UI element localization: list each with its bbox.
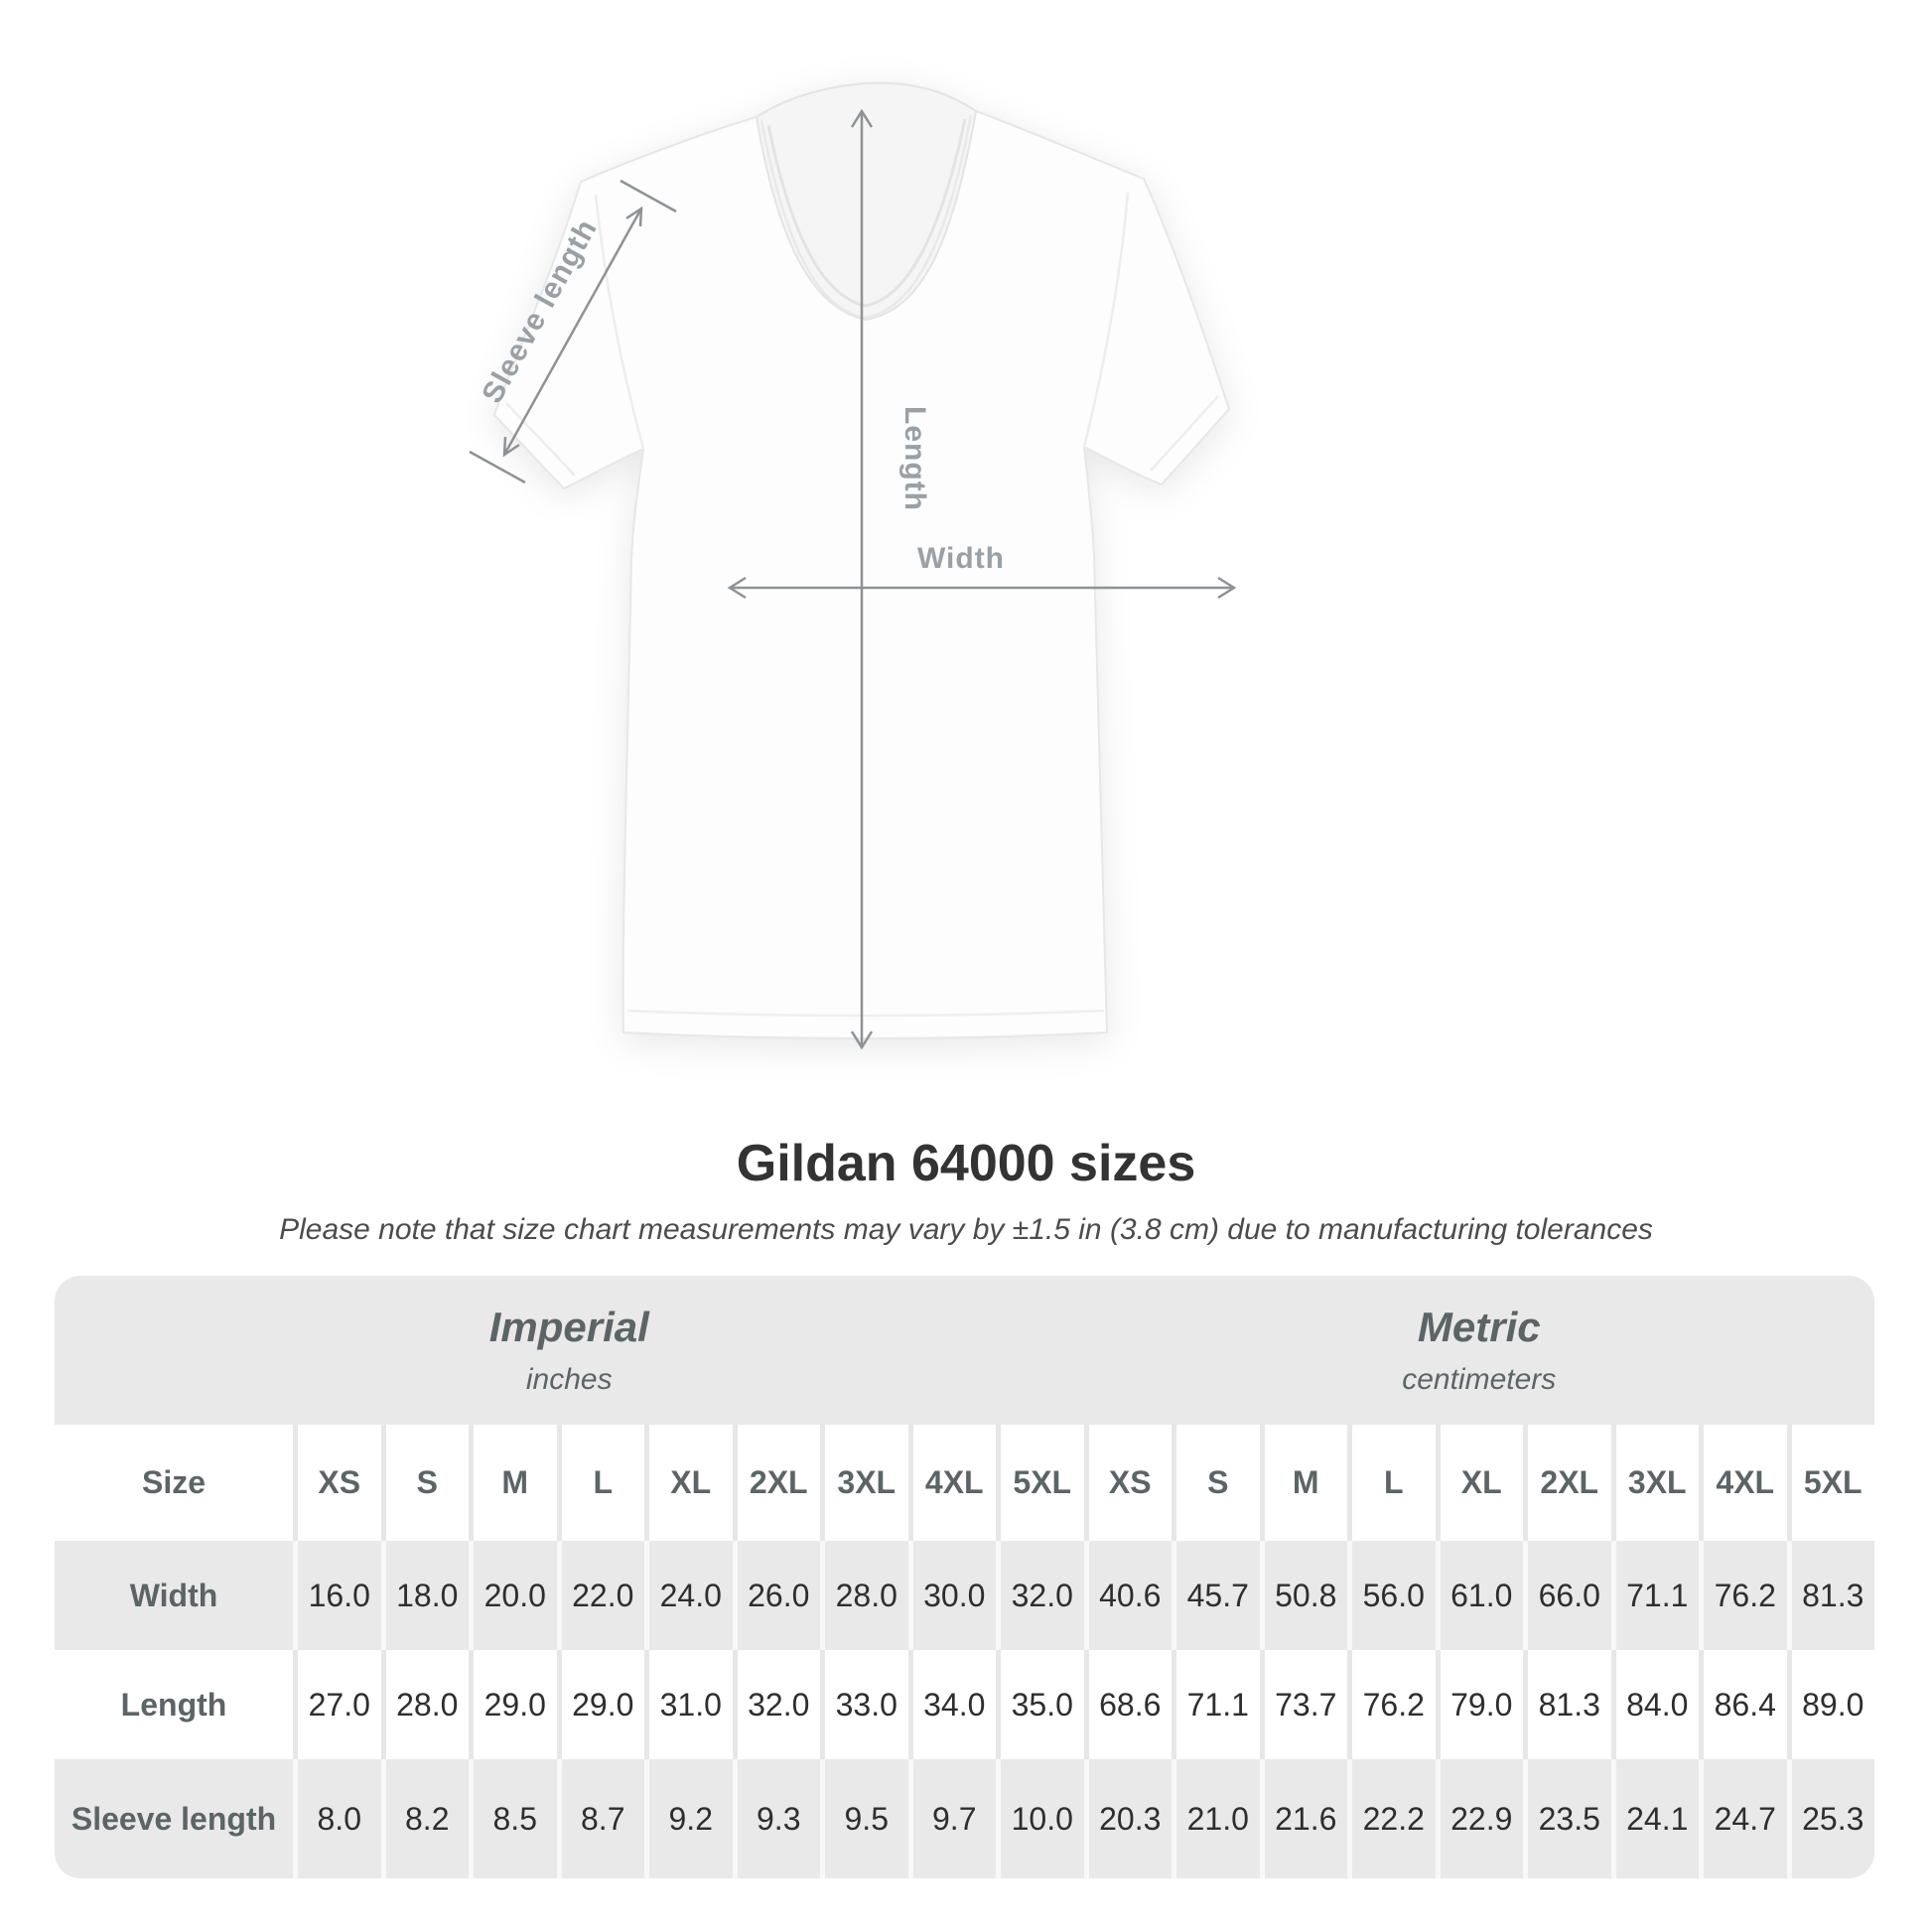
length-dimension: Length <box>850 108 931 1050</box>
value-cell-imperial-l: 8.7 <box>556 1759 645 1878</box>
value-cell-metric-xs: 40.6 <box>1083 1541 1173 1650</box>
value-cell-metric-4xl: 76.2 <box>1699 1541 1787 1650</box>
value-cell-imperial-4xl: 9.7 <box>907 1759 997 1878</box>
value-cell-imperial-4xl: 34.0 <box>907 1650 997 1759</box>
table-row-sleeve-length: Sleeve length 8.0 8.2 8.5 8.7 9.2 9.3 9.5 9.7 10.… <box>55 1759 1874 1878</box>
size-col-imperial-xs: XS <box>293 1425 381 1541</box>
size-col-imperial-2xl: 2XL <box>732 1425 821 1541</box>
value-cell-metric-l: 76.2 <box>1347 1650 1436 1759</box>
value-cell-imperial-xs: 16.0 <box>293 1541 381 1650</box>
value-cell-metric-xl: 79.0 <box>1435 1650 1524 1759</box>
imperial-sublabel: inches <box>525 1363 613 1396</box>
value-cell-metric-3xl: 71.1 <box>1610 1541 1700 1650</box>
size-col-metric-m: M <box>1259 1425 1348 1541</box>
unit-header-band: Imperial inches Metric centimeters <box>55 1276 1874 1425</box>
value-cell-metric-xs: 20.3 <box>1083 1759 1173 1878</box>
value-cell-metric-m: 50.8 <box>1259 1541 1348 1650</box>
metric-label: Metric <box>1417 1304 1541 1350</box>
size-col-imperial-s: S <box>380 1425 470 1541</box>
value-cell-imperial-2xl: 9.3 <box>732 1759 821 1878</box>
page-title: Gildan 64000 sizes <box>736 1135 1196 1192</box>
value-cell-imperial-xs: 27.0 <box>293 1650 381 1759</box>
size-col-imperial-m: M <box>469 1425 557 1541</box>
value-cell-imperial-3xl: 33.0 <box>820 1650 908 1759</box>
value-cell-imperial-xs: 8.0 <box>293 1759 381 1878</box>
value-cell-metric-2xl: 81.3 <box>1523 1650 1611 1759</box>
value-cell-imperial-4xl: 30.0 <box>907 1541 997 1650</box>
value-cell-imperial-l: 29.0 <box>556 1650 645 1759</box>
size-col-metric-4xl: 4XL <box>1699 1425 1787 1541</box>
value-cell-imperial-m: 8.5 <box>469 1759 557 1878</box>
value-cell-imperial-m: 20.0 <box>469 1541 557 1650</box>
value-cell-metric-4xl: 86.4 <box>1699 1650 1787 1759</box>
value-cell-metric-m: 73.7 <box>1259 1650 1348 1759</box>
value-cell-imperial-3xl: 28.0 <box>820 1541 908 1650</box>
value-cell-imperial-2xl: 26.0 <box>732 1541 821 1650</box>
imperial-section-header: Imperial inches <box>55 1276 1084 1425</box>
size-col-imperial-l: L <box>556 1425 645 1541</box>
size-header-row: Size XS S M L XL 2XL 3XL 4XL 5XL XS S M L XL 2XL 3XL 4XL… <box>55 1425 1874 1541</box>
value-cell-metric-3xl: 84.0 <box>1610 1650 1700 1759</box>
imperial-label: Imperial <box>488 1304 649 1350</box>
size-col-imperial-5xl: 5XL <box>996 1425 1084 1541</box>
size-col-metric-3xl: 3XL <box>1610 1425 1700 1541</box>
size-header-label: Size <box>141 1464 207 1500</box>
value-cell-metric-s: 45.7 <box>1172 1541 1260 1650</box>
size-chart-table: Imperial inches Metric centimeters Size … <box>55 1276 1874 1878</box>
value-cell-metric-2xl: 23.5 <box>1523 1759 1611 1878</box>
value-cell-metric-l: 22.2 <box>1347 1759 1436 1878</box>
size-col-imperial-xl: XL <box>644 1425 733 1541</box>
table-row-length: Length 27.0 28.0 29.0 29.0 31.0 32.0 33.0 34.0 35… <box>55 1650 1874 1759</box>
value-cell-metric-2xl: 66.0 <box>1523 1541 1611 1650</box>
value-cell-metric-5xl: 81.3 <box>1786 1541 1875 1650</box>
value-cell-metric-3xl: 24.1 <box>1610 1759 1700 1878</box>
value-cell-imperial-xl: 24.0 <box>644 1541 733 1650</box>
value-cell-imperial-xl: 31.0 <box>644 1650 733 1759</box>
row-label: Width <box>129 1577 218 1613</box>
value-cell-imperial-3xl: 9.5 <box>820 1759 908 1878</box>
width-dimension: Width <box>727 542 1237 600</box>
metric-section-header: Metric centimeters <box>1084 1276 1875 1425</box>
page-subtitle: Please note that size chart measurements… <box>279 1213 1653 1246</box>
value-cell-imperial-5xl: 32.0 <box>996 1541 1084 1650</box>
value-cell-metric-l: 56.0 <box>1347 1541 1436 1650</box>
tshirt-diagram: Length Width Sleeve length <box>469 81 1237 1050</box>
value-cell-metric-s: 71.1 <box>1172 1650 1260 1759</box>
value-cell-metric-s: 21.0 <box>1172 1759 1260 1878</box>
value-cell-metric-xs: 68.6 <box>1083 1650 1173 1759</box>
value-cell-metric-xl: 22.9 <box>1435 1759 1524 1878</box>
size-col-metric-2xl: 2XL <box>1523 1425 1611 1541</box>
value-cell-imperial-xl: 9.2 <box>644 1759 733 1878</box>
table-row-width: Width 16.0 18.0 20.0 22.0 24.0 26.0 28.0 30.0 32.… <box>55 1541 1874 1650</box>
value-cell-metric-m: 21.6 <box>1259 1759 1348 1878</box>
row-label: Sleeve length <box>70 1800 277 1837</box>
size-col-metric-l: L <box>1347 1425 1436 1541</box>
size-col-imperial-4xl: 4XL <box>907 1425 997 1541</box>
metric-sublabel: centimeters <box>1402 1363 1557 1396</box>
size-col-metric-xs: XS <box>1083 1425 1173 1541</box>
size-col-imperial-3xl: 3XL <box>820 1425 908 1541</box>
value-cell-imperial-s: 18.0 <box>380 1541 470 1650</box>
row-label: Length <box>120 1686 227 1723</box>
size-col-metric-5xl: 5XL <box>1786 1425 1875 1541</box>
value-cell-metric-xl: 61.0 <box>1435 1541 1524 1650</box>
value-cell-imperial-5xl: 35.0 <box>996 1650 1084 1759</box>
table-rows: Width 16.0 18.0 20.0 22.0 24.0 26.0 28.0 30.0 32.… <box>55 1541 1874 1878</box>
value-cell-imperial-5xl: 10.0 <box>996 1759 1084 1878</box>
width-label: Width <box>917 542 1005 575</box>
size-col-metric-xl: XL <box>1435 1425 1524 1541</box>
value-cell-metric-5xl: 89.0 <box>1786 1650 1875 1759</box>
value-cell-imperial-2xl: 32.0 <box>732 1650 821 1759</box>
length-label: Length <box>898 406 931 511</box>
value-cell-imperial-l: 22.0 <box>556 1541 645 1650</box>
value-cell-imperial-s: 8.2 <box>380 1759 470 1878</box>
value-cell-metric-5xl: 25.3 <box>1786 1759 1875 1878</box>
value-cell-imperial-s: 28.0 <box>380 1650 470 1759</box>
value-cell-imperial-m: 29.0 <box>469 1650 557 1759</box>
size-col-metric-s: S <box>1172 1425 1260 1541</box>
value-cell-metric-4xl: 24.7 <box>1699 1759 1787 1878</box>
